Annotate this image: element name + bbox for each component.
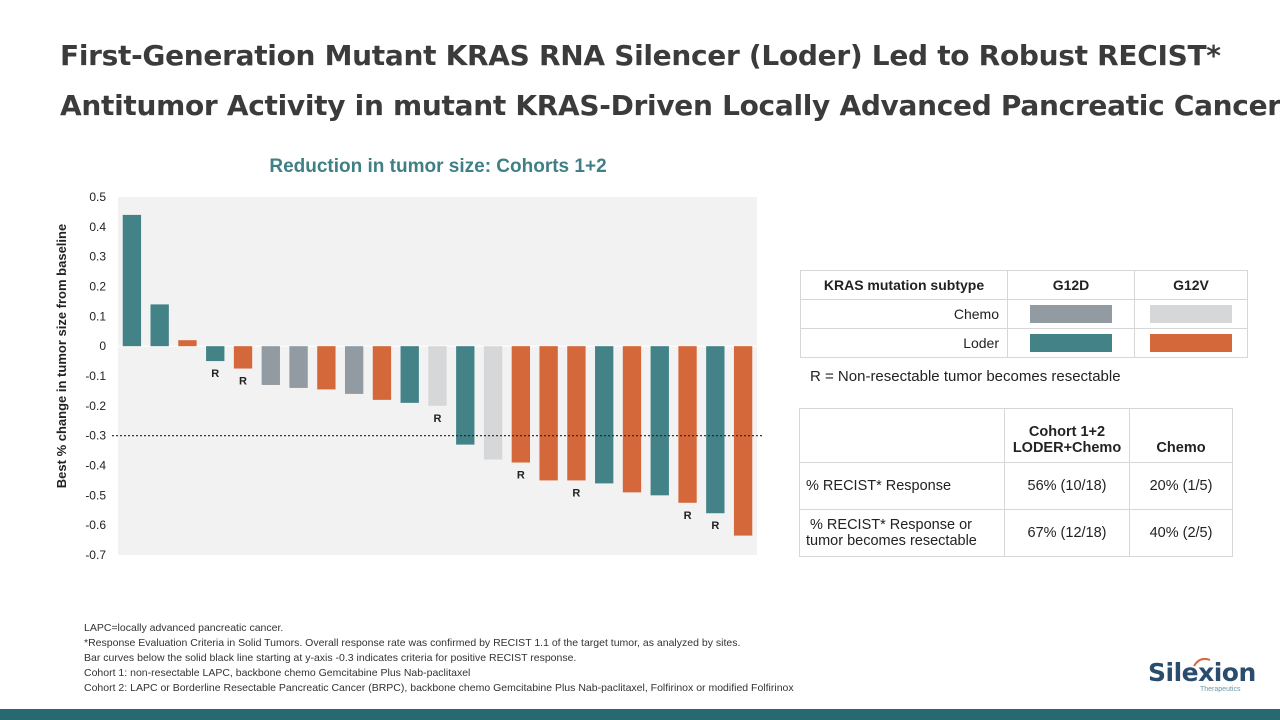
bar-5 [233,346,253,369]
y-tick-label: 0.3 [89,250,106,264]
resectable-marker: R [711,520,719,532]
logo-subtitle: Therapeutics [1200,686,1241,693]
resp-row1-label: % RECIST* Response [799,462,1005,510]
bar-6 [261,346,280,385]
resp-row2-label: % RECIST* Response or tumor becomes rese… [799,509,1005,557]
legend-col-g12v: G12V [1134,270,1248,300]
resectable-marker: R [211,368,219,380]
y-tick-label: 0.1 [89,309,106,323]
y-tick-label: 0.2 [89,280,106,294]
footnote-2: *Response Evaluation Criteria in Solid T… [84,637,741,649]
slide-title-line2: Antitumor Activity in mutant KRAS-Driven… [60,89,1280,122]
bar-22 [706,346,725,514]
resp-row2-chemo: 40% (2/5) [1129,509,1233,557]
y-tick-label: 0.5 [89,190,106,204]
slide-title: First-Generation Mutant KRAS RNA Silence… [60,31,1280,131]
y-tick-label: 0 [99,339,106,353]
bar-9 [344,346,364,394]
resp-row1-loder: 56% (10/18) [1004,462,1130,510]
resectable-marker: R [239,376,247,388]
bar-1 [122,214,142,347]
slide-title-line1: First-Generation Mutant KRAS RNA Silence… [60,39,1221,72]
logo-swoosh-icon [1193,657,1211,667]
bar-13 [456,346,475,445]
legend-table: KRAS mutation subtype G12D G12V Chemo Lo… [800,270,1248,358]
bar-7 [289,346,308,388]
legend-row-chemo: Chemo [800,299,1008,329]
footnotes: LAPC=locally advanced pancreatic cancer.… [84,621,794,696]
y-tick-label: -0.7 [85,548,106,562]
footnote-4: Cohort 1: non-resectable LAPC, backbone … [84,667,471,679]
y-axis-label: Best % change in tumor size from baselin… [54,224,69,488]
footnote-1: LAPC=locally advanced pancreatic cancer. [84,622,284,634]
response-table: Cohort 1+2 LODER+Chemo Chemo % RECIST* R… [799,408,1233,557]
y-tick-label: -0.4 [85,459,106,473]
bar-21 [678,346,697,503]
y-tick-label: -0.2 [85,399,106,413]
bar-12 [428,346,447,406]
bar-20 [650,346,669,496]
bar-14 [483,346,503,460]
y-tick-label: -0.5 [85,488,106,502]
resectable-note: R = Non-resectable tumor becomes resecta… [810,368,1121,385]
bar-2 [150,304,169,347]
bar-8 [317,346,336,390]
resp-header-chemo: Chemo [1129,408,1233,463]
y-tick-label: -0.1 [85,369,106,383]
swatch-loder-g12d [1030,334,1112,353]
bar-23 [733,346,753,536]
bar-19 [622,346,642,493]
legend-col-g12d: G12D [1007,270,1135,300]
legend-row-loder: Loder [800,328,1008,358]
swatch-chemo-g12v [1150,305,1232,324]
bar-18 [595,346,614,484]
y-tick-label: -0.3 [85,429,106,443]
y-tick-label: 0.4 [89,220,106,234]
chart-title: Reduction in tumor size: Cohorts 1+2 [269,156,607,177]
resp-row2-loder: 67% (12/18) [1004,509,1130,557]
swatch-loder-g12v [1150,334,1232,353]
resectable-marker: R [572,487,580,499]
waterfall-chart: 0.5 0.4 0.3 0.2 0.1 0 -0.1 -0.2 -0.3 -0.4 -0.5 -0.6… [54,190,762,562]
resectable-marker: R [517,470,525,482]
resectable-marker: R [684,510,692,522]
bar-15 [511,346,531,463]
bar-16 [539,346,558,481]
logo-name: Silexion [1148,658,1256,687]
resp-row1-chemo: 20% (1/5) [1129,462,1233,510]
y-tick-label: -0.6 [85,518,106,532]
bar-11 [400,346,419,403]
resectable-marker: R [434,413,442,425]
bar-10 [372,346,392,400]
resp-header-loder: Cohort 1+2 LODER+Chemo [1004,408,1130,463]
bar-17 [567,346,586,481]
footnote-5: Cohort 2: LAPC or Borderline Resectable … [84,682,794,694]
legend-header-label: KRAS mutation subtype [800,270,1008,300]
swatch-chemo-g12d [1030,305,1112,324]
bar-4 [206,346,225,362]
footnote-3: Bar curves below the solid black line st… [84,652,577,664]
bar-3 [178,340,197,347]
company-logo: Silexion Therapeutics [1148,656,1256,696]
bottom-accent-bar [0,709,1280,720]
